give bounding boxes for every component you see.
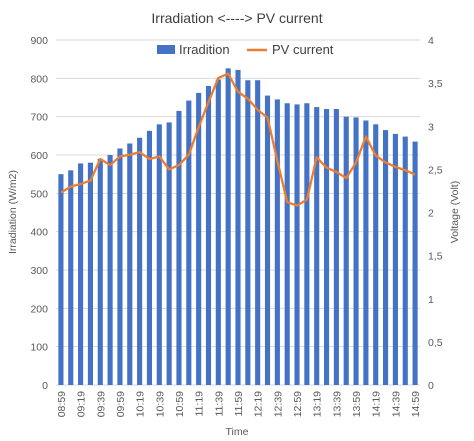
- left-tick-label: 900: [30, 35, 48, 47]
- x-tick-label: 08:59: [56, 391, 68, 417]
- right-tick-label: 0: [428, 380, 434, 392]
- x-tick-label: 10:59: [174, 391, 186, 417]
- x-tick-label: 12:39: [272, 391, 284, 417]
- bar-irradition: [78, 163, 84, 385]
- x-tick-label: 14:39: [390, 391, 402, 417]
- line-series-pv-current: [60, 72, 416, 207]
- bar-irradition: [117, 148, 123, 385]
- x-tick-label: 12:59: [292, 391, 304, 417]
- x-tick-label: 12:19: [253, 391, 265, 417]
- left-tick-label: 100: [30, 342, 48, 354]
- bar-irradition: [166, 122, 172, 386]
- bar-irradition: [225, 68, 231, 385]
- chart-title: Irradiation <----> PV current: [151, 10, 322, 26]
- bar-irradition: [314, 107, 320, 385]
- bar-irradition: [205, 86, 212, 385]
- bar-irradition: [137, 137, 143, 385]
- bar-irradition: [235, 69, 241, 386]
- legend-swatch-irradition: [157, 45, 175, 54]
- bar-irradition: [323, 109, 330, 385]
- x-tick-label: 10:39: [154, 391, 166, 417]
- right-tick-label: 0,5: [428, 337, 443, 349]
- left-tick-label: 800: [30, 73, 48, 85]
- right-tick-label: 3,5: [428, 78, 443, 90]
- bar-irradition: [402, 136, 408, 385]
- bar-irradition: [373, 124, 379, 385]
- legend: Irradition PV current: [157, 42, 334, 57]
- bar-irradition: [383, 130, 389, 385]
- x-tick-label: 13:59: [351, 391, 363, 417]
- left-tick-label: 200: [30, 303, 48, 315]
- x-tick-label: 09:19: [76, 391, 88, 417]
- bar-irradition: [245, 80, 251, 385]
- bar-irradition: [333, 109, 339, 385]
- bar-irradition: [146, 130, 153, 385]
- bar-irradition: [284, 103, 290, 385]
- bar-irradition: [58, 174, 64, 385]
- legend-label-pv-current: PV current: [272, 42, 334, 57]
- x-tick-label: 11:19: [194, 391, 206, 417]
- x-tick-label: 09:59: [115, 391, 127, 417]
- bar-irradition: [127, 143, 133, 385]
- bar-irradition: [107, 155, 113, 385]
- right-axis-label: Voltage (Volt): [449, 181, 461, 243]
- bar-irradition: [255, 80, 261, 385]
- x-tick-label: 14:59: [410, 391, 422, 417]
- bar-irradition: [87, 162, 93, 385]
- left-axis-label: Irradiation (W/m2): [7, 170, 19, 254]
- bar-irradition: [274, 99, 280, 386]
- left-tick-label: 300: [30, 265, 48, 277]
- right-tick-label: 2: [428, 208, 434, 220]
- right-tick-label: 1: [428, 294, 434, 306]
- x-tick-label: 11:39: [213, 391, 225, 417]
- bar-irradition: [343, 116, 349, 386]
- x-tick-label: 13:39: [331, 391, 343, 417]
- bar-irradition: [156, 124, 162, 385]
- left-tick-label: 0: [42, 380, 48, 392]
- right-axis-ticks: 0 0,5 1 1,5 2 2,5 3 3,5 4: [428, 35, 443, 392]
- right-tick-label: 3: [428, 121, 434, 133]
- left-tick-label: 600: [30, 150, 48, 162]
- x-tick-label: 14:19: [371, 391, 383, 417]
- x-tick-label: 10:19: [135, 391, 147, 417]
- left-tick-label: 400: [30, 227, 48, 239]
- right-tick-label: 1,5: [428, 251, 443, 263]
- bar-irradition: [294, 104, 300, 386]
- bar-series-irradition: [58, 68, 418, 386]
- bar-irradition: [353, 117, 359, 385]
- bar-irradition: [97, 158, 103, 385]
- bar-irradition: [412, 141, 418, 385]
- x-tick-label: 09:39: [95, 391, 107, 417]
- bar-irradition: [186, 100, 192, 386]
- right-tick-label: 4: [428, 35, 434, 47]
- x-axis-label: Time: [226, 426, 249, 438]
- bar-irradition: [264, 95, 271, 385]
- x-tick-label: 13:19: [312, 391, 324, 417]
- bar-irradition: [363, 120, 369, 385]
- left-tick-label: 700: [30, 112, 48, 124]
- bar-irradition: [304, 103, 310, 385]
- x-axis-ticks: 08:59 09:19 09:39 09:59 10:19 10:39 10:59 11:19…: [56, 391, 422, 417]
- bar-irradition: [176, 110, 182, 386]
- x-tick-label: 11:59: [233, 391, 245, 417]
- bar-irradition: [215, 79, 221, 385]
- right-tick-label: 2,5: [428, 164, 443, 176]
- legend-label-irradition: Irradition: [179, 42, 230, 57]
- left-axis-ticks: 0 100 200 300 400 500 600 700 800 900: [30, 35, 48, 392]
- bar-irradition: [392, 133, 398, 385]
- bar-irradition: [68, 170, 74, 385]
- bar-irradition: [196, 92, 202, 386]
- left-tick-label: 500: [30, 188, 48, 200]
